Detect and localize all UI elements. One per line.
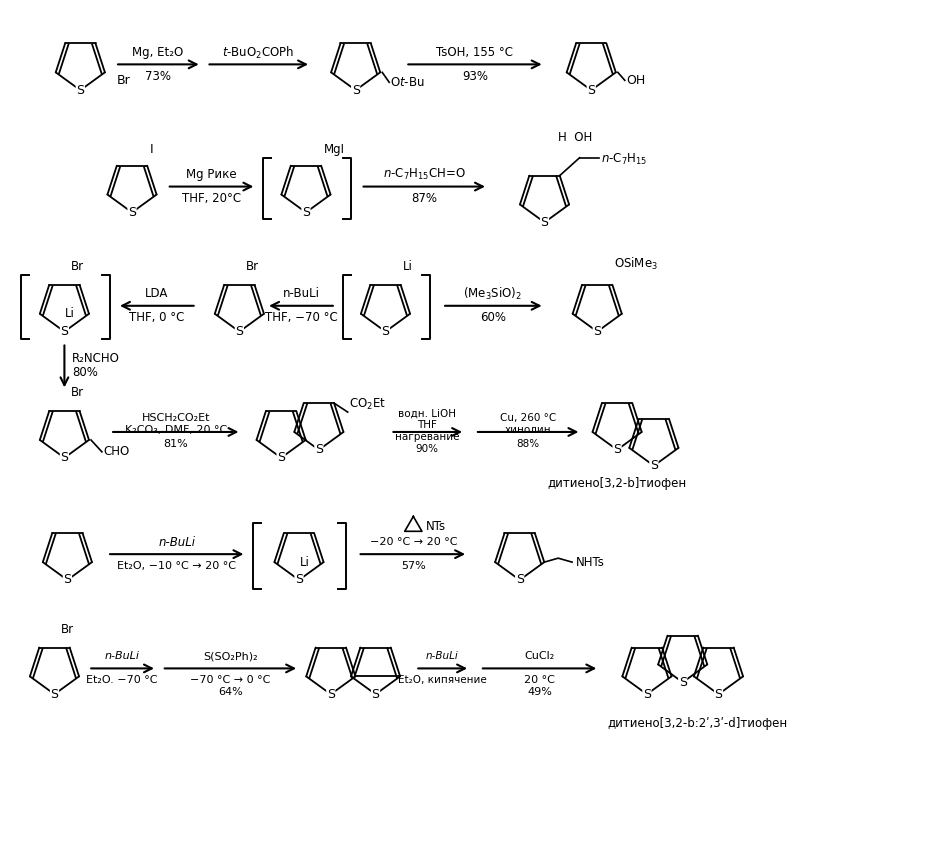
Text: n-BuLi: n-BuLi xyxy=(425,652,458,661)
Text: 81%: 81% xyxy=(163,439,188,449)
Text: $t$-BuO$_2$COPh: $t$-BuO$_2$COPh xyxy=(222,44,295,60)
Text: S: S xyxy=(715,688,722,700)
Text: S: S xyxy=(650,459,658,472)
Text: n-BuLi: n-BuLi xyxy=(159,536,195,549)
Text: S: S xyxy=(61,452,68,464)
Text: THF: THF xyxy=(417,420,438,430)
Text: Mg Рике: Mg Рике xyxy=(187,168,237,181)
Text: S: S xyxy=(77,83,84,97)
Text: Br: Br xyxy=(117,74,131,87)
Text: −20 °C → 20 °C: −20 °C → 20 °C xyxy=(369,538,457,547)
Text: Br: Br xyxy=(246,260,259,273)
Text: Br: Br xyxy=(71,260,84,273)
Text: THF, 20°C: THF, 20°C xyxy=(182,192,241,205)
Text: 60%: 60% xyxy=(480,311,506,325)
Text: n-BuLi: n-BuLi xyxy=(283,287,319,301)
Text: 20 °C: 20 °C xyxy=(524,676,555,685)
Text: Br: Br xyxy=(61,623,75,636)
Text: нагревание: нагревание xyxy=(395,432,459,442)
Text: S: S xyxy=(327,688,335,700)
Text: H  OH: H OH xyxy=(558,131,592,144)
Text: THF, −70 °C: THF, −70 °C xyxy=(265,311,338,325)
Text: 49%: 49% xyxy=(527,688,552,697)
Text: S: S xyxy=(587,83,595,97)
Text: MgI: MgI xyxy=(324,143,345,156)
Text: LDA: LDA xyxy=(146,287,169,301)
Text: дитиено[3,2-b:2ʹ,3ʹ-d]тиофен: дитиено[3,2-b:2ʹ,3ʹ-d]тиофен xyxy=(607,717,787,729)
Text: S: S xyxy=(643,688,651,700)
Text: −70 °C → 0 °C: −70 °C → 0 °C xyxy=(190,676,271,685)
Text: Mg, Et₂O: Mg, Et₂O xyxy=(132,46,184,59)
Text: S: S xyxy=(128,206,136,219)
Text: CuCl₂: CuCl₂ xyxy=(524,652,555,661)
Text: S: S xyxy=(678,676,687,688)
Text: S: S xyxy=(277,452,285,464)
Text: NHTs: NHTs xyxy=(576,556,605,568)
Text: Et₂O, −10 °C → 20 °C: Et₂O, −10 °C → 20 °C xyxy=(118,561,236,571)
Text: Et₂O, кипячение: Et₂O, кипячение xyxy=(397,676,486,685)
Text: дитиено[3,2-b]тиофен: дитиено[3,2-b]тиофен xyxy=(548,477,687,490)
Text: 90%: 90% xyxy=(416,444,439,454)
Text: S: S xyxy=(382,325,389,338)
Text: водн. LiOH: водн. LiOH xyxy=(398,409,456,419)
Text: S: S xyxy=(593,325,601,338)
Text: $n$-C$_7$H$_{15}$CH=O: $n$-C$_7$H$_{15}$CH=O xyxy=(383,167,466,182)
Text: S: S xyxy=(352,83,359,97)
Text: R₂NCHO: R₂NCHO xyxy=(73,352,120,365)
Text: S: S xyxy=(302,206,310,219)
Text: S: S xyxy=(63,573,72,586)
Text: S: S xyxy=(371,688,380,700)
Text: S: S xyxy=(540,216,549,229)
Text: $n$-C$_7$H$_{15}$: $n$-C$_7$H$_{15}$ xyxy=(602,153,648,167)
Text: CO$_2$Et: CO$_2$Et xyxy=(349,397,385,412)
Text: CHO: CHO xyxy=(103,446,129,458)
Text: Et₂O. −70 °C: Et₂O. −70 °C xyxy=(87,676,158,685)
Text: 80%: 80% xyxy=(73,366,98,379)
Text: S: S xyxy=(295,573,303,586)
Text: I: I xyxy=(150,143,154,156)
Text: Li: Li xyxy=(65,308,75,320)
Text: S: S xyxy=(613,443,621,457)
Text: S: S xyxy=(235,325,244,338)
Text: S: S xyxy=(314,443,323,457)
Text: NTs: NTs xyxy=(426,520,446,532)
Text: Br: Br xyxy=(71,386,84,399)
Text: 73%: 73% xyxy=(145,70,171,83)
Text: S: S xyxy=(50,688,59,700)
Text: Cu, 260 °C: Cu, 260 °C xyxy=(499,413,556,423)
Text: хинолин: хинолин xyxy=(505,425,551,435)
Text: THF, 0 °C: THF, 0 °C xyxy=(129,311,185,325)
Text: HSCH₂CO₂Et: HSCH₂CO₂Et xyxy=(142,413,210,423)
Text: TsOH, 155 °C: TsOH, 155 °C xyxy=(437,46,513,59)
Text: K₂CO₃, DMF, 20 °C: K₂CO₃, DMF, 20 °C xyxy=(125,425,227,435)
Text: S: S xyxy=(516,573,523,586)
Text: 93%: 93% xyxy=(462,70,488,83)
Text: Li: Li xyxy=(403,260,412,273)
Text: S: S xyxy=(61,325,68,338)
Text: n-BuLi: n-BuLi xyxy=(104,652,140,661)
Text: Li: Li xyxy=(299,556,310,568)
Text: 87%: 87% xyxy=(411,192,438,205)
Text: 88%: 88% xyxy=(516,439,539,449)
Text: OH: OH xyxy=(626,74,645,87)
Text: O$t$-Bu: O$t$-Bu xyxy=(390,76,425,89)
Text: S(SO₂Ph)₂: S(SO₂Ph)₂ xyxy=(203,652,258,661)
Text: (Me$_3$SiO)$_2$: (Me$_3$SiO)$_2$ xyxy=(464,285,522,302)
Text: 57%: 57% xyxy=(401,561,425,571)
Text: OSiMe$_3$: OSiMe$_3$ xyxy=(615,256,659,272)
Text: 64%: 64% xyxy=(218,688,243,697)
